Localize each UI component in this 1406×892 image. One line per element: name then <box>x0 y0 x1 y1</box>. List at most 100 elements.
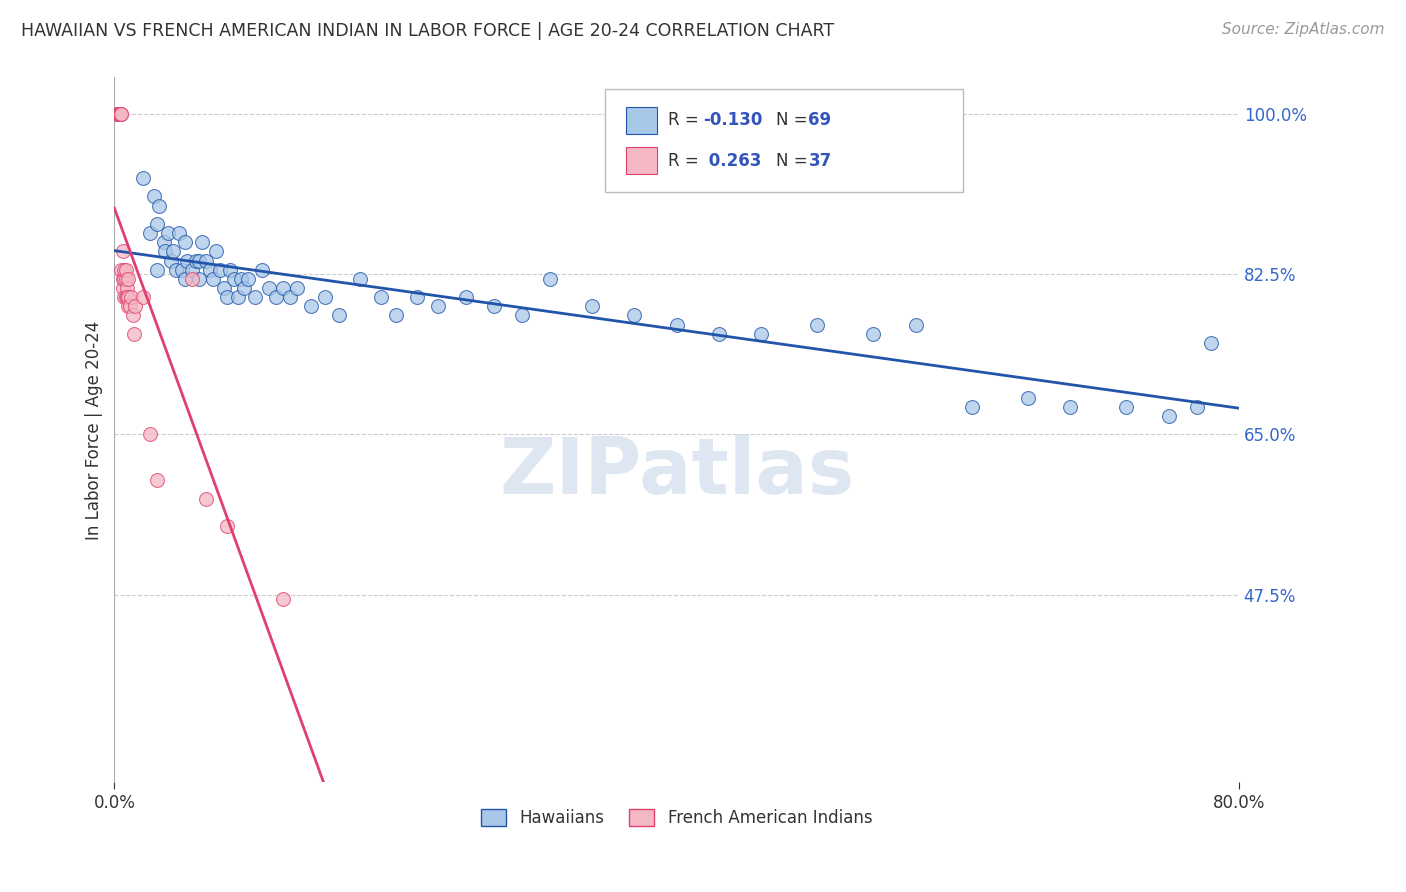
French American Indians <box>215 519 238 533</box>
Hawaiians <box>581 299 603 313</box>
French American Indians <box>122 326 145 341</box>
French American Indians <box>105 107 128 121</box>
French American Indians <box>145 473 167 487</box>
Hawaiians <box>538 272 561 286</box>
Text: Source: ZipAtlas.com: Source: ZipAtlas.com <box>1222 22 1385 37</box>
French American Indians <box>108 107 131 121</box>
French American Indians <box>114 290 136 304</box>
Hawaiians <box>187 272 209 286</box>
Hawaiians <box>862 326 884 341</box>
Hawaiians <box>384 309 406 323</box>
Hawaiians <box>226 290 249 304</box>
Hawaiians <box>198 262 221 277</box>
French American Indians <box>121 309 143 323</box>
Hawaiians <box>138 226 160 240</box>
Hawaiians <box>180 262 202 277</box>
Hawaiians <box>152 235 174 250</box>
French American Indians <box>138 427 160 442</box>
Text: 69: 69 <box>808 112 831 129</box>
Hawaiians <box>1157 409 1180 424</box>
French American Indians <box>105 107 128 121</box>
Hawaiians <box>405 290 427 304</box>
Hawaiians <box>257 281 280 295</box>
Hawaiians <box>156 226 179 240</box>
Hawaiians <box>222 272 245 286</box>
Hawaiians <box>131 171 153 186</box>
Hawaiians <box>749 326 772 341</box>
Hawaiians <box>904 318 927 332</box>
Hawaiians <box>426 299 449 313</box>
Hawaiians <box>707 326 730 341</box>
Hawaiians <box>170 262 193 277</box>
Hawaiians <box>665 318 688 332</box>
French American Indians <box>114 272 136 286</box>
French American Indians <box>111 244 134 259</box>
Hawaiians <box>173 235 195 250</box>
Hawaiians <box>148 198 170 212</box>
Hawaiians <box>314 290 336 304</box>
Hawaiians <box>623 309 645 323</box>
Text: 37: 37 <box>808 152 832 169</box>
Hawaiians <box>229 272 252 286</box>
Hawaiians <box>250 262 273 277</box>
Text: R =: R = <box>668 152 704 169</box>
Text: R =: R = <box>668 112 704 129</box>
French American Indians <box>115 281 138 295</box>
French American Indians <box>115 290 138 304</box>
Hawaiians <box>173 272 195 286</box>
Hawaiians <box>162 244 184 259</box>
Hawaiians <box>159 253 181 268</box>
Hawaiians <box>285 281 308 295</box>
Hawaiians <box>204 244 226 259</box>
Hawaiians <box>271 281 294 295</box>
Hawaiians <box>1017 391 1039 405</box>
Hawaiians <box>190 235 212 250</box>
Text: HAWAIIAN VS FRENCH AMERICAN INDIAN IN LABOR FORCE | AGE 20-24 CORRELATION CHART: HAWAIIAN VS FRENCH AMERICAN INDIAN IN LA… <box>21 22 834 40</box>
Hawaiians <box>806 318 828 332</box>
Hawaiians <box>187 253 209 268</box>
Hawaiians <box>194 253 217 268</box>
French American Indians <box>117 299 139 313</box>
Hawaiians <box>142 189 165 203</box>
Hawaiians <box>510 309 533 323</box>
Hawaiians <box>184 253 207 268</box>
Hawaiians <box>482 299 505 313</box>
French American Indians <box>124 299 146 313</box>
Hawaiians <box>349 272 371 286</box>
French American Indians <box>108 107 131 121</box>
Hawaiians <box>145 262 167 277</box>
Hawaiians <box>1115 400 1137 414</box>
French American Indians <box>110 262 132 277</box>
French American Indians <box>111 272 134 286</box>
Hawaiians <box>232 281 254 295</box>
Hawaiians <box>1199 335 1222 350</box>
French American Indians <box>107 107 129 121</box>
Hawaiians <box>167 226 190 240</box>
Hawaiians <box>215 290 238 304</box>
Hawaiians <box>960 400 983 414</box>
French American Indians <box>112 290 135 304</box>
Y-axis label: In Labor Force | Age 20-24: In Labor Force | Age 20-24 <box>86 320 103 540</box>
French American Indians <box>117 290 139 304</box>
Hawaiians <box>145 217 167 231</box>
Hawaiians <box>264 290 287 304</box>
Hawaiians <box>370 290 392 304</box>
French American Indians <box>118 299 141 313</box>
French American Indians <box>107 107 129 121</box>
Hawaiians <box>278 290 301 304</box>
Hawaiians <box>236 272 259 286</box>
French American Indians <box>112 262 135 277</box>
Text: N =: N = <box>776 112 813 129</box>
Hawaiians <box>1059 400 1081 414</box>
French American Indians <box>108 107 131 121</box>
Hawaiians <box>153 244 176 259</box>
French American Indians <box>271 592 294 607</box>
French American Indians <box>111 281 134 295</box>
French American Indians <box>180 272 202 286</box>
Text: 0.263: 0.263 <box>703 152 762 169</box>
French American Indians <box>107 107 129 121</box>
Text: ZIPatlas: ZIPatlas <box>499 434 853 510</box>
French American Indians <box>194 491 217 506</box>
French American Indians <box>112 272 135 286</box>
French American Indians <box>131 290 153 304</box>
